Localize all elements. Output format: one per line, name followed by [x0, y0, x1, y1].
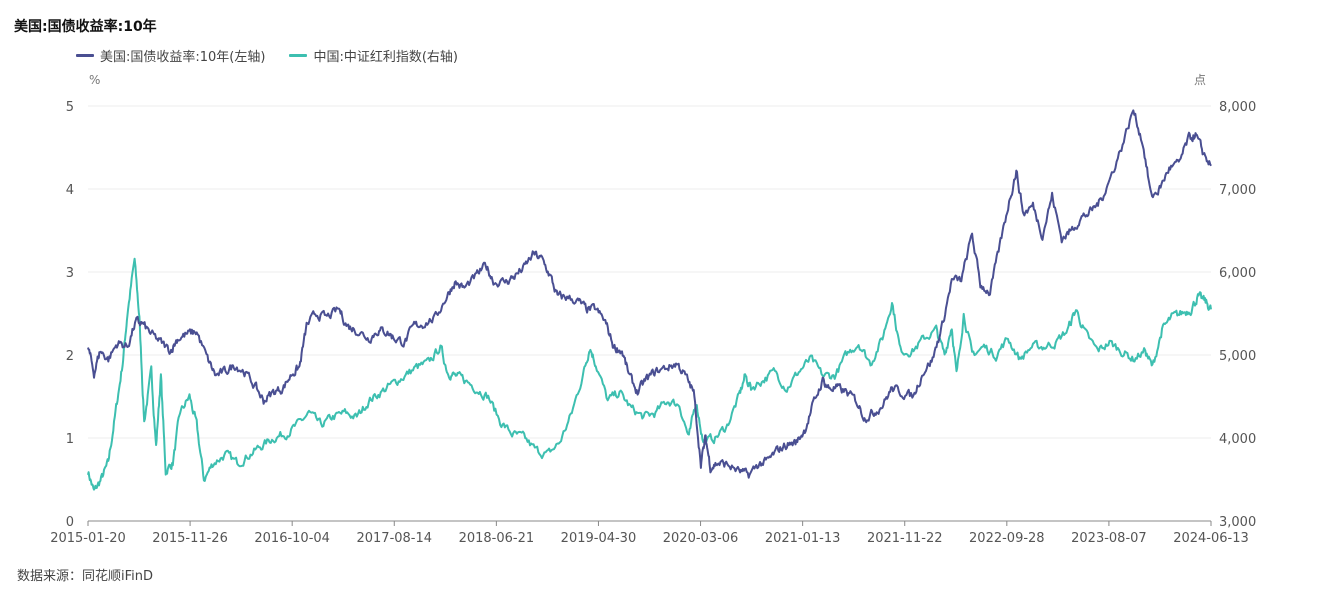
x-tick-label: 2015-01-20: [50, 531, 126, 546]
y-left-tick-label: 0: [66, 515, 74, 530]
y-right-tick-label: 5,000: [1219, 349, 1256, 364]
y-right-tick-label: 7,000: [1219, 183, 1256, 198]
y-left-tick-label: 4: [66, 183, 74, 198]
x-tick-label: 2021-01-13: [765, 531, 841, 546]
y-right-unit-label: 点: [1194, 73, 1206, 87]
data-source-note: 数据来源：同花顺iFinD: [17, 569, 154, 584]
x-tick-label: 2021-11-22: [867, 531, 943, 546]
chart-legend: 美国:国债收益率:10年(左轴) 中国:中证红利指数(右轴): [76, 46, 458, 65]
legend-swatch-dividend: [289, 54, 308, 57]
y-left-tick-label: 1: [66, 432, 74, 447]
x-tick-label: 2015-11-26: [152, 531, 228, 546]
chart-title: 美国:国债收益率:10年: [14, 19, 157, 35]
x-tick-label: 2018-06-21: [459, 531, 535, 546]
x-tick-label: 2016-10-04: [254, 531, 330, 546]
x-tick-label: 2024-06-13: [1173, 531, 1249, 546]
x-tick-label: 2020-03-06: [663, 531, 739, 546]
x-tick-label: 2019-04-30: [561, 531, 637, 546]
legend-label-us10y: 美国:国债收益率:10年(左轴): [100, 50, 266, 65]
y-left-unit-label: %: [89, 73, 100, 87]
x-tick-label: 2022-09-28: [969, 531, 1045, 546]
legend-label-dividend: 中国:中证红利指数(右轴): [313, 50, 458, 65]
series-line-dividend-index: [87, 257, 1212, 491]
y-right-tick-label: 8,000: [1219, 100, 1256, 115]
legend-item-dividend[interactable]: 中国:中证红利指数(右轴): [289, 46, 458, 65]
legend-swatch-us10y: [76, 54, 94, 57]
legend-item-us10y[interactable]: 美国:国债收益率:10年(左轴): [76, 46, 265, 65]
x-tick-label: 2017-08-14: [356, 531, 432, 546]
y-right-tick-label: 4,000: [1219, 432, 1256, 447]
y-left-tick-label: 2: [66, 349, 74, 364]
y-left-tick-label: 3: [66, 266, 74, 281]
y-right-tick-label: 3,000: [1219, 515, 1256, 530]
x-tick-label: 2023-08-07: [1071, 531, 1147, 546]
y-left-tick-label: 5: [66, 100, 74, 115]
series-line-us10y-yield: [87, 109, 1212, 479]
y-right-tick-label: 6,000: [1219, 266, 1256, 281]
